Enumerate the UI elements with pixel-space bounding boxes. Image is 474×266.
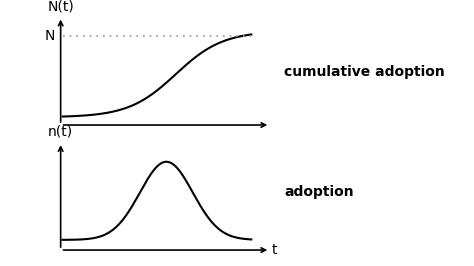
Text: cumulative adoption: cumulative adoption	[284, 65, 445, 79]
Text: N: N	[44, 29, 55, 43]
Text: n(t): n(t)	[48, 124, 73, 138]
Text: N(t): N(t)	[47, 0, 74, 13]
Text: t: t	[272, 243, 278, 257]
Text: adoption: adoption	[284, 185, 354, 198]
